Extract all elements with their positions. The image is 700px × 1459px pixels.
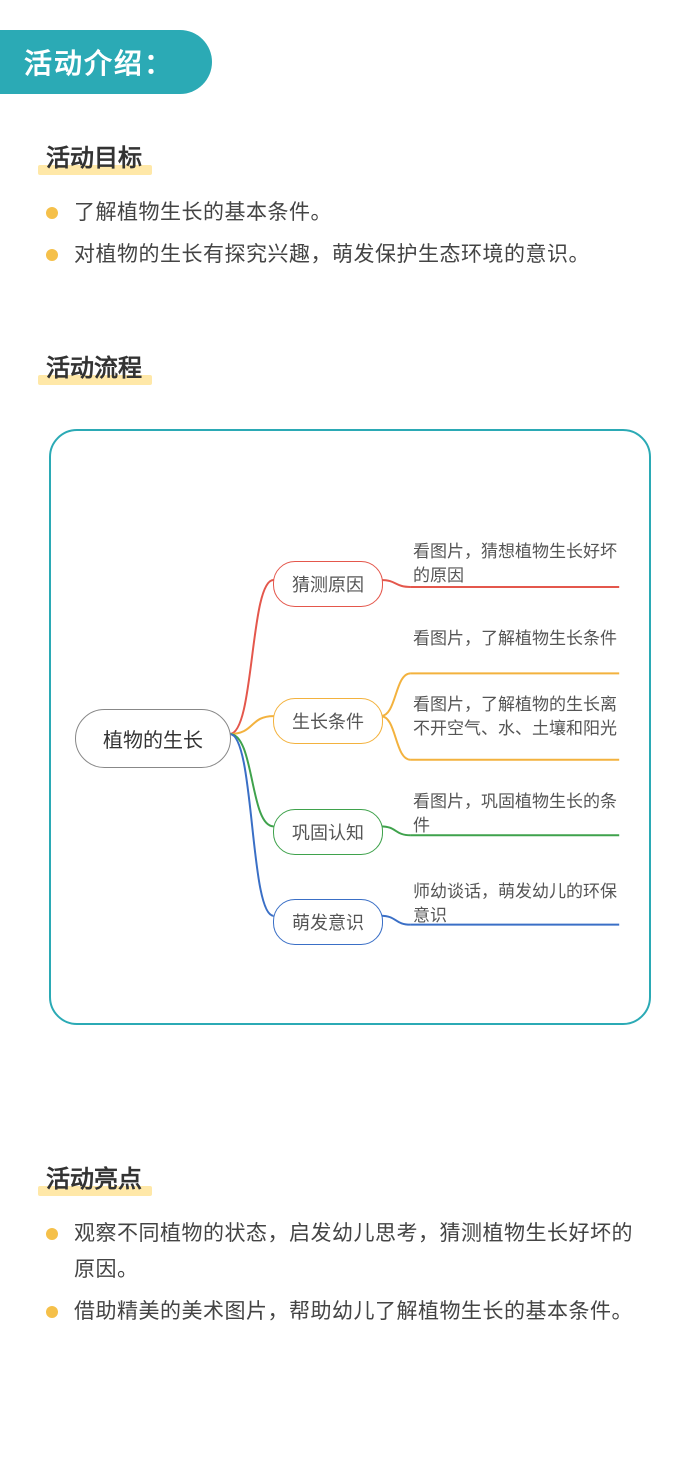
goals-list: 了解植物生长的基本条件。 对植物的生长有探究兴趣，萌发保护生态环境的意识。 (46, 195, 654, 272)
goals-item: 对植物的生长有探究兴趣，萌发保护生态环境的意识。 (46, 237, 654, 273)
highlights-item: 观察不同植物的状态，启发幼儿思考，猜测植物生长好坏的原因。 (46, 1216, 654, 1287)
mindmap-branch-node: 巩固认知 (273, 809, 383, 855)
highlights-section: 活动亮点 观察不同植物的状态，启发幼儿思考，猜测植物生长好坏的原因。 借助精美的… (0, 1115, 700, 1329)
goals-item: 了解植物生长的基本条件。 (46, 195, 654, 231)
highlights-heading: 活动亮点 (46, 1159, 142, 1194)
goals-section: 活动目标 了解植物生长的基本条件。 对植物的生长有探究兴趣，萌发保护生态环境的意… (0, 94, 700, 272)
mindmap-branch-node: 萌发意识 (273, 899, 383, 945)
process-section: 活动流程 植物的 (0, 278, 700, 1025)
mindmap-branch-node: 生长条件 (273, 698, 383, 744)
mindmap-leaf: 看图片，巩固植物生长的条件 (413, 790, 623, 838)
highlights-item: 借助精美的美术图片，帮助幼儿了解植物生长的基本条件。 (46, 1294, 654, 1330)
process-heading: 活动流程 (46, 348, 142, 383)
mindmap-frame: 植物的生长 猜测原因 生长条件 巩固认知 萌发意识 看图片，猜想植物生长好坏的原… (49, 429, 651, 1025)
header-banner: 活动介绍： (0, 30, 212, 94)
mindmap-branch-node: 猜测原因 (273, 561, 383, 607)
mindmap-leaf: 看图片，了解植物生长条件 (413, 627, 623, 651)
goals-heading: 活动目标 (46, 138, 142, 173)
highlights-list: 观察不同植物的状态，启发幼儿思考，猜测植物生长好坏的原因。 借助精美的美术图片，… (46, 1216, 654, 1329)
mindmap-leaf: 师幼谈话，萌发幼儿的环保意识 (413, 880, 623, 928)
mindmap-leaf: 看图片，猜想植物生长好坏的原因 (413, 540, 623, 588)
mindmap-leaf: 看图片，了解植物的生长离不开空气、水、土壤和阳光 (413, 693, 623, 741)
mindmap-root-node: 植物的生长 (75, 709, 231, 768)
